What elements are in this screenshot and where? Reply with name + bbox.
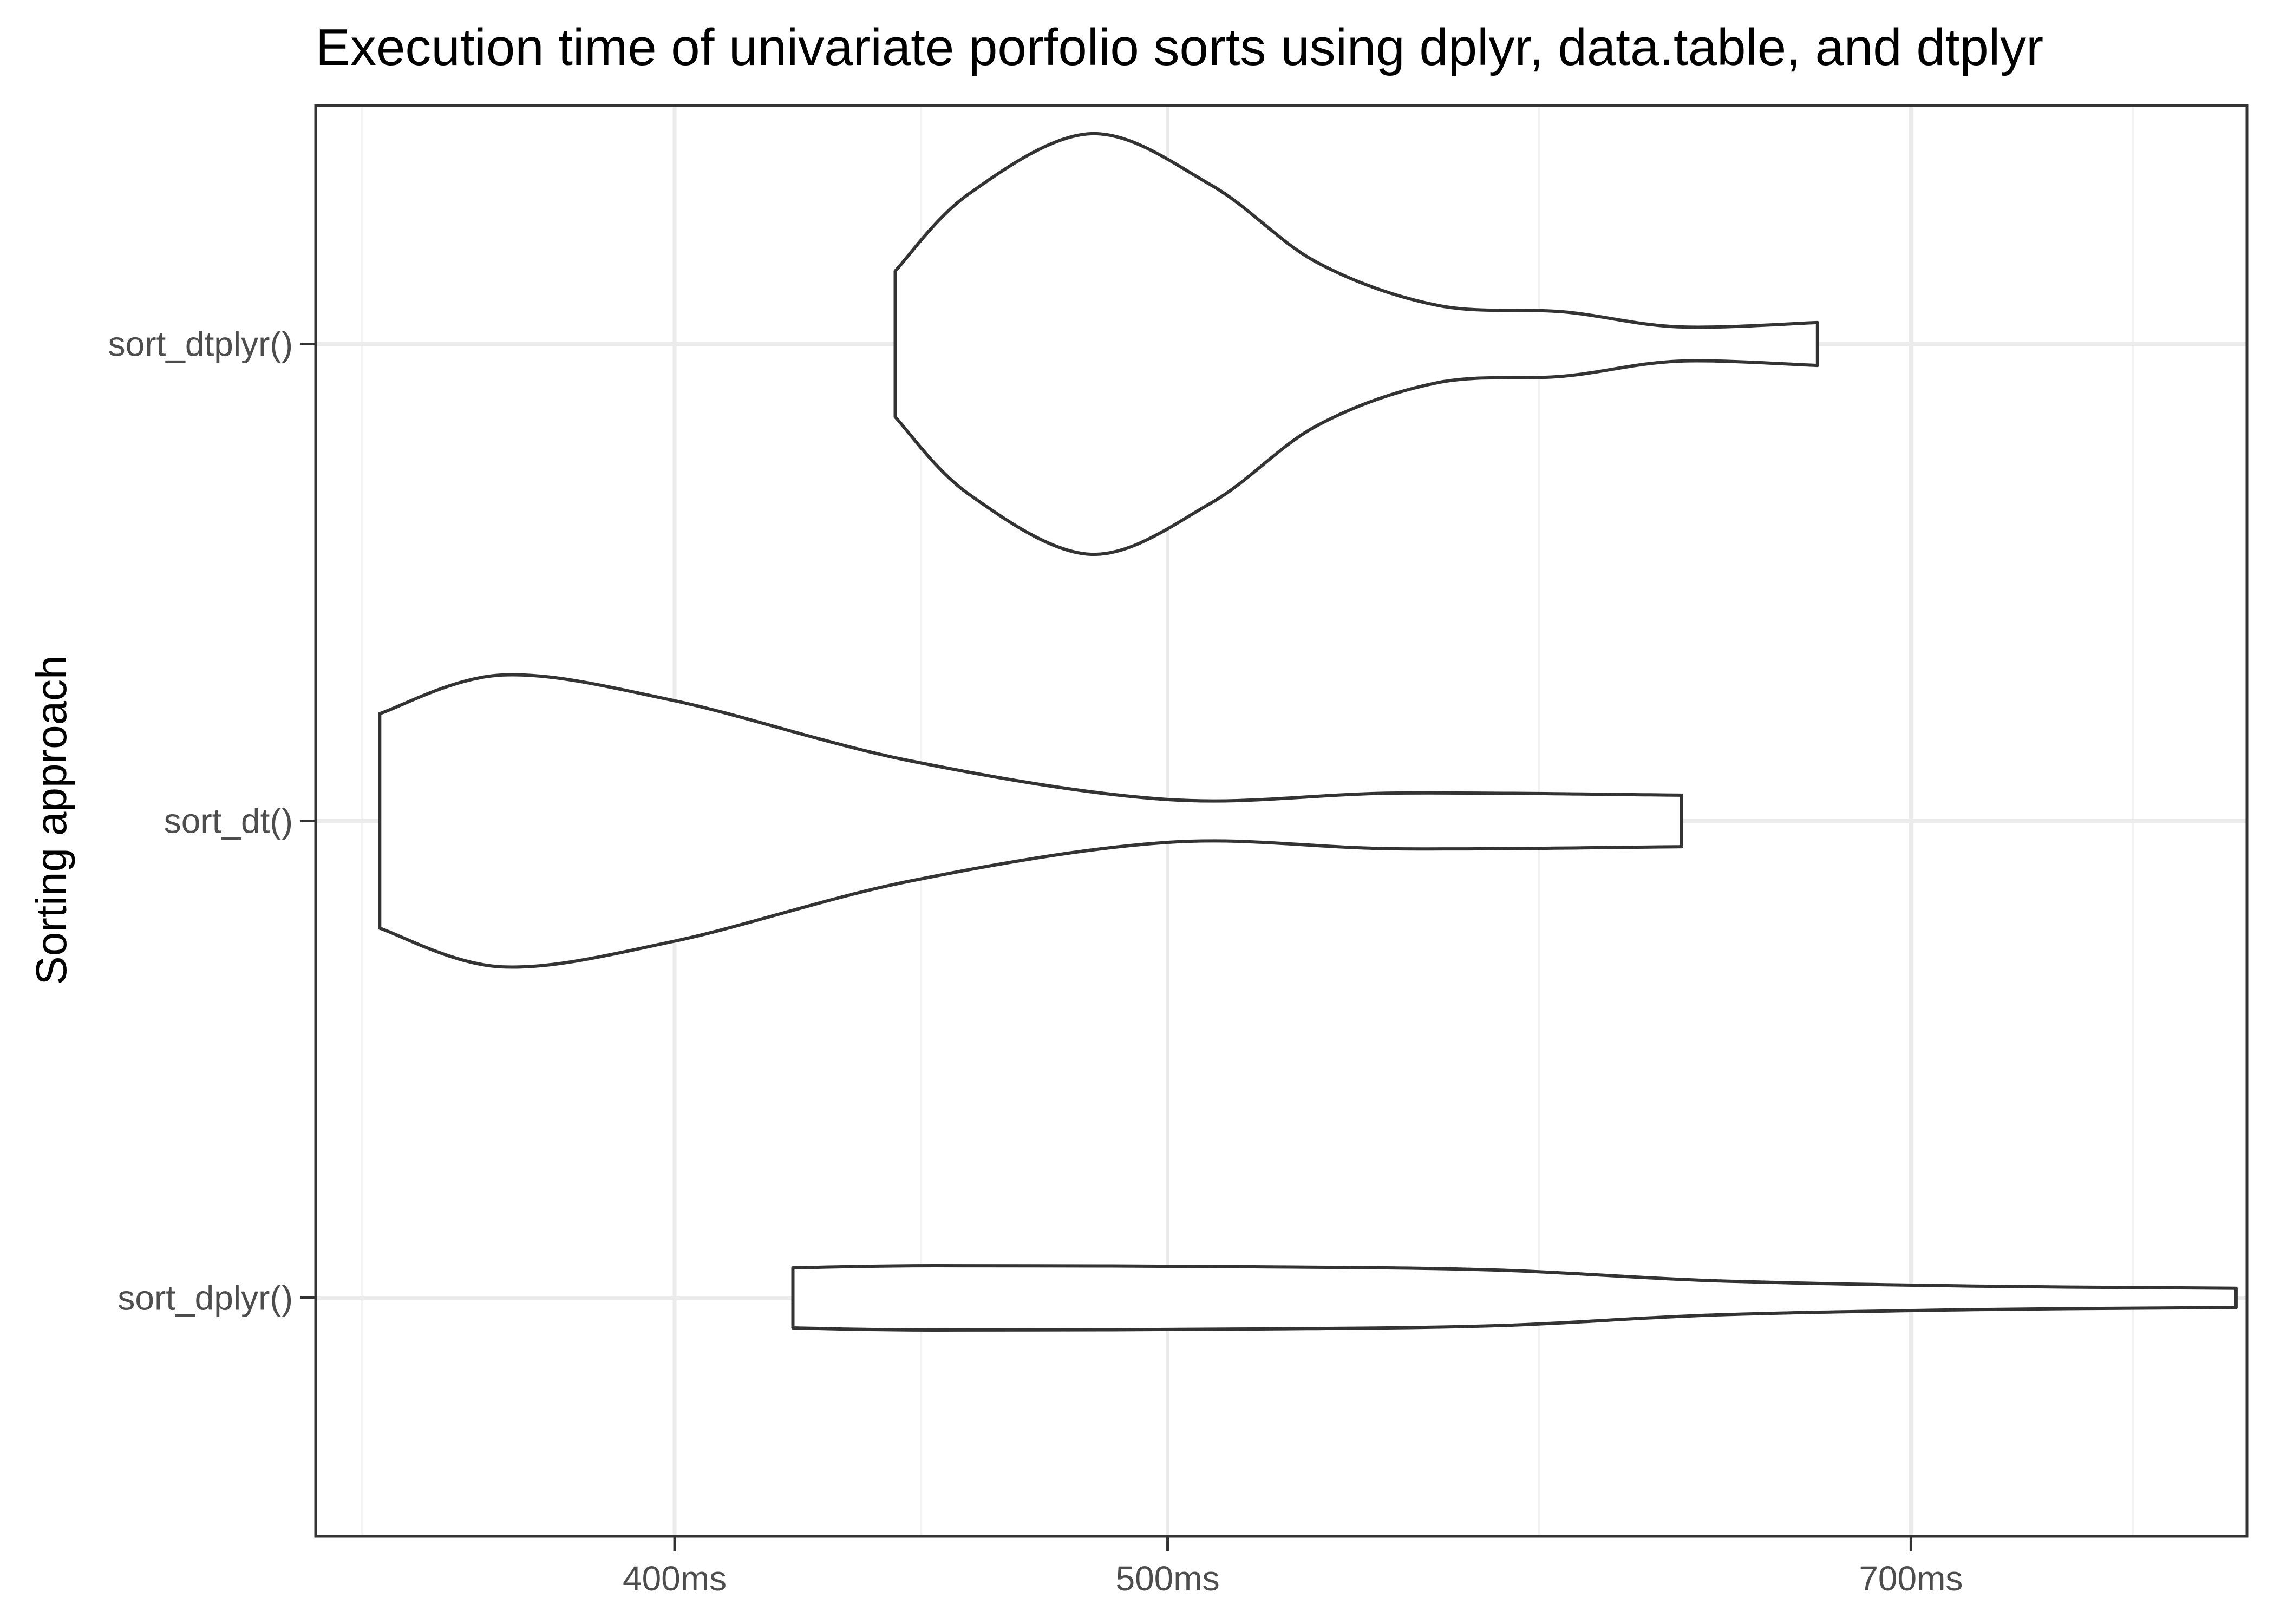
x-tick-label: 500ms <box>1115 1559 1219 1598</box>
y-tick-label: sort_dplyr() <box>117 1279 293 1318</box>
chart-title: Execution time of univariate porfolio so… <box>316 18 2044 76</box>
x-tick-label: 700ms <box>1859 1559 1963 1598</box>
violin-sortdtplyr <box>893 132 1819 556</box>
violin-sortdt <box>378 673 1683 969</box>
x-tick-label: 400ms <box>623 1559 727 1598</box>
violin-sortdplyr <box>791 1263 2238 1332</box>
y-tick-label: sort_dt() <box>164 802 293 841</box>
y-tick-label: sort_dtplyr() <box>108 325 293 364</box>
